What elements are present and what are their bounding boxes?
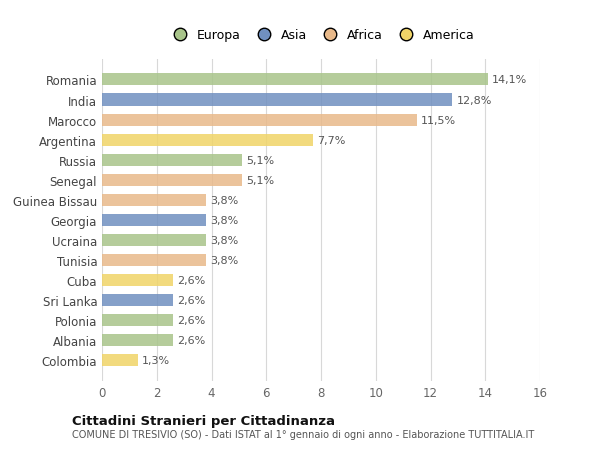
Bar [102,214,206,226]
Bar [102,274,173,286]
Legend: Europa, Asia, Africa, America: Europa, Asia, Africa, America [162,24,480,47]
Text: 5,1%: 5,1% [246,155,274,165]
Bar [102,74,488,86]
Bar [102,334,173,347]
Bar [102,235,206,246]
Bar [102,174,242,186]
Text: 3,8%: 3,8% [210,255,238,265]
Text: 3,8%: 3,8% [210,215,238,225]
Text: Cittadini Stranieri per Cittadinanza: Cittadini Stranieri per Cittadinanza [72,414,335,428]
Text: 5,1%: 5,1% [246,175,274,185]
Bar [102,154,242,166]
Bar [102,314,173,326]
Bar [102,194,206,206]
Text: 2,6%: 2,6% [177,315,206,325]
Text: 1,3%: 1,3% [142,355,170,365]
Bar [102,114,417,126]
Bar [102,134,313,146]
Bar [102,254,206,266]
Text: 12,8%: 12,8% [457,95,492,105]
Text: 2,6%: 2,6% [177,275,206,285]
Bar [102,294,173,306]
Text: 14,1%: 14,1% [492,75,527,85]
Text: 2,6%: 2,6% [177,295,206,305]
Text: 11,5%: 11,5% [421,115,456,125]
Bar [102,94,452,106]
Text: 3,8%: 3,8% [210,196,238,205]
Bar [102,354,137,366]
Text: COMUNE DI TRESIVIO (SO) - Dati ISTAT al 1° gennaio di ogni anno - Elaborazione T: COMUNE DI TRESIVIO (SO) - Dati ISTAT al … [72,429,534,439]
Text: 3,8%: 3,8% [210,235,238,245]
Text: 2,6%: 2,6% [177,336,206,345]
Text: 7,7%: 7,7% [317,135,345,146]
